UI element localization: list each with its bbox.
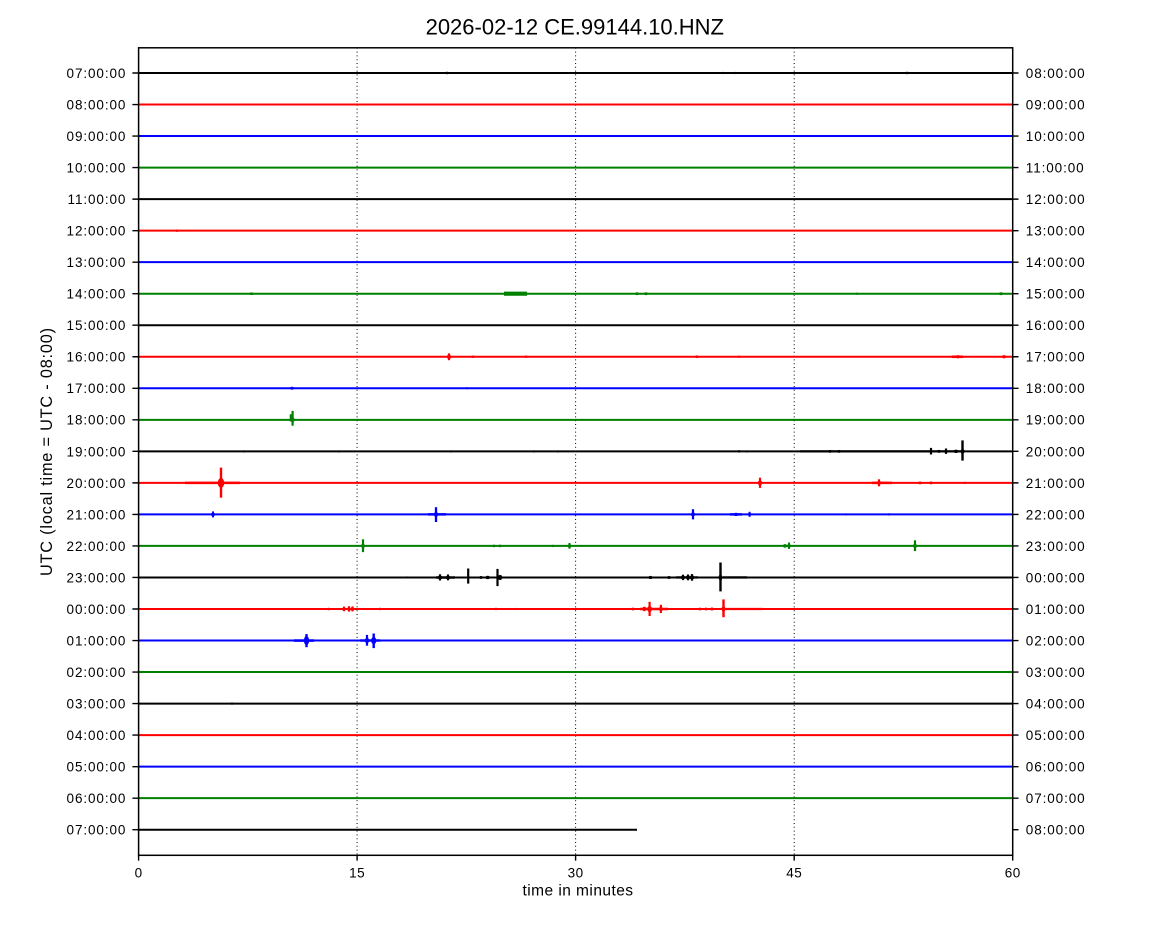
svg-text:19:00:00: 19:00:00 [1026, 413, 1086, 428]
svg-text:22:00:00: 22:00:00 [1026, 507, 1086, 522]
svg-text:01:00:00: 01:00:00 [1026, 602, 1086, 617]
svg-text:23:00:00: 23:00:00 [67, 570, 127, 585]
svg-text:21:00:00: 21:00:00 [1026, 476, 1086, 491]
svg-text:07:00:00: 07:00:00 [67, 66, 127, 81]
svg-text:0: 0 [135, 865, 143, 880]
svg-text:30: 30 [568, 865, 584, 880]
svg-text:03:00:00: 03:00:00 [67, 696, 127, 711]
svg-text:10:00:00: 10:00:00 [67, 160, 127, 175]
svg-text:15:00:00: 15:00:00 [67, 318, 127, 333]
svg-text:15: 15 [349, 865, 365, 880]
svg-text:03:00:00: 03:00:00 [1026, 665, 1086, 680]
svg-text:UTC (local time = UTC - 08:00): UTC (local time = UTC - 08:00) [38, 327, 56, 576]
svg-text:14:00:00: 14:00:00 [1026, 255, 1086, 270]
svg-text:08:00:00: 08:00:00 [67, 97, 127, 112]
svg-text:09:00:00: 09:00:00 [67, 129, 127, 144]
svg-text:06:00:00: 06:00:00 [67, 791, 127, 806]
svg-text:19:00:00: 19:00:00 [67, 444, 127, 459]
svg-text:22:00:00: 22:00:00 [67, 539, 127, 554]
svg-text:13:00:00: 13:00:00 [1026, 224, 1086, 239]
svg-text:12:00:00: 12:00:00 [1026, 192, 1086, 207]
svg-text:16:00:00: 16:00:00 [1026, 318, 1086, 333]
svg-text:13:00:00: 13:00:00 [67, 255, 127, 270]
svg-text:18:00:00: 18:00:00 [1026, 381, 1086, 396]
svg-text:04:00:00: 04:00:00 [1026, 696, 1086, 711]
svg-text:05:00:00: 05:00:00 [1026, 728, 1086, 743]
svg-text:60: 60 [1005, 865, 1021, 880]
svg-text:17:00:00: 17:00:00 [1026, 350, 1086, 365]
svg-text:12:00:00: 12:00:00 [67, 224, 127, 239]
svg-text:17:00:00: 17:00:00 [67, 381, 127, 396]
svg-text:18:00:00: 18:00:00 [67, 413, 127, 428]
svg-text:20:00:00: 20:00:00 [1026, 444, 1086, 459]
svg-text:11:00:00: 11:00:00 [1026, 160, 1085, 175]
svg-text:10:00:00: 10:00:00 [1026, 129, 1086, 144]
svg-text:07:00:00: 07:00:00 [67, 823, 127, 838]
svg-text:21:00:00: 21:00:00 [67, 507, 127, 522]
svg-text:20:00:00: 20:00:00 [67, 476, 127, 491]
svg-text:02:00:00: 02:00:00 [67, 665, 127, 680]
svg-text:09:00:00: 09:00:00 [1026, 97, 1086, 112]
svg-text:06:00:00: 06:00:00 [1026, 760, 1086, 775]
svg-text:05:00:00: 05:00:00 [67, 760, 127, 775]
svg-text:07:00:00: 07:00:00 [1026, 791, 1086, 806]
svg-text:00:00:00: 00:00:00 [1026, 570, 1086, 585]
svg-text:45: 45 [786, 865, 802, 880]
svg-text:23:00:00: 23:00:00 [1026, 539, 1086, 554]
svg-text:00:00:00: 00:00:00 [67, 602, 127, 617]
svg-text:2026-02-12 CE.99144.10.HNZ: 2026-02-12 CE.99144.10.HNZ [426, 14, 724, 39]
svg-text:14:00:00: 14:00:00 [67, 287, 127, 302]
svg-text:11:00:00: 11:00:00 [68, 192, 127, 207]
svg-text:08:00:00: 08:00:00 [1026, 823, 1086, 838]
svg-text:15:00:00: 15:00:00 [1026, 287, 1086, 302]
svg-text:02:00:00: 02:00:00 [1026, 633, 1086, 648]
svg-text:time in minutes: time in minutes [523, 883, 634, 900]
svg-text:01:00:00: 01:00:00 [67, 633, 127, 648]
svg-text:08:00:00: 08:00:00 [1026, 66, 1086, 81]
svg-text:16:00:00: 16:00:00 [67, 350, 127, 365]
svg-text:04:00:00: 04:00:00 [67, 728, 127, 743]
